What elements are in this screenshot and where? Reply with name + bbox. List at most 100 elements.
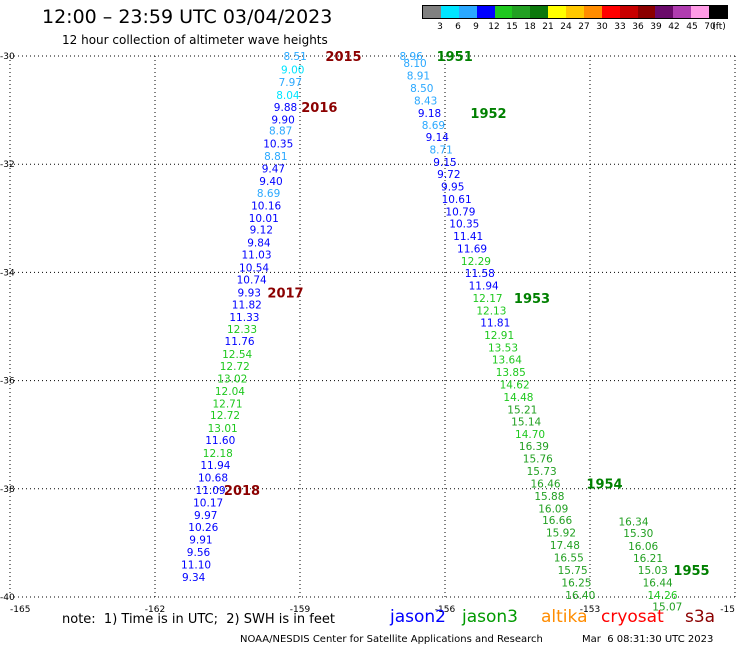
wave-height-label: 15.30 [623, 528, 653, 540]
wave-height-label: 9.47 [262, 164, 285, 176]
legend-item-altika: altika [541, 607, 588, 627]
wave-height-label: 12.91 [484, 330, 514, 342]
wave-height-label: 10.35 [263, 139, 293, 151]
wave-height-label: 16.09 [538, 503, 568, 515]
color-scale-label: 24 [560, 22, 572, 32]
wave-height-label: 12.72 [220, 361, 250, 373]
wave-height-label: 9.34 [182, 572, 206, 584]
wave-height-label: 15.92 [546, 528, 576, 540]
color-scale-label: 9 [473, 22, 479, 32]
color-scale-label: 27 [578, 22, 590, 32]
color-scale-swatch [440, 6, 459, 18]
y-tick-label: -40 [0, 593, 15, 603]
wave-height-label: 9.56 [187, 547, 211, 559]
pass-number-annotation: 1954 [586, 477, 622, 492]
wave-height-label: 12.13 [476, 305, 506, 317]
wave-height-label: 9.14 [426, 132, 450, 144]
color-scale-swatch [530, 6, 549, 18]
wave-height-label: 11.94 [200, 460, 230, 472]
credit-text: NOAA/NESDIS Center for Satellite Applica… [240, 634, 543, 645]
color-scale-swatch [458, 6, 477, 18]
y-tick-label: -38 [0, 485, 15, 495]
wave-height-label: 8.81 [264, 151, 287, 163]
wave-height-label: 11.94 [469, 280, 499, 292]
wave-height-label: 10.17 [193, 497, 223, 509]
wave-height-label: 8.91 [407, 70, 430, 82]
color-scale-swatch [423, 6, 441, 18]
wave-height-label: 15.21 [507, 404, 537, 416]
wave-height-label: 16.39 [519, 441, 549, 453]
wave-height-label: 9.18 [418, 108, 441, 120]
wave-height-label: 9.93 [238, 287, 261, 299]
color-scale-label: 21 [542, 22, 554, 32]
color-scale-swatch [476, 6, 495, 18]
wave-height-label: 8.96 [399, 51, 423, 63]
wave-height-label: 16.44 [643, 577, 673, 589]
wave-height-label: 16.25 [561, 577, 591, 589]
wave-height-label: 12.72 [210, 410, 240, 422]
wave-height-label: 10.26 [188, 522, 218, 534]
color-scale-labels: 3 6 9 12 15 18 21 24 27 30 33 36 39 42 45 70 (ft) [422, 22, 728, 34]
wave-height-label: 15.14 [511, 417, 541, 429]
x-tick-label: -15 [720, 605, 735, 615]
wave-height-label: 11.33 [229, 312, 259, 324]
legend-item-jason2: jason2 [390, 607, 446, 627]
chart-title: 12:00 – 23:59 UTC 03/04/2023 [42, 6, 333, 28]
wave-height-label: 11.58 [465, 268, 495, 280]
wave-height-label: 12.71 [212, 398, 242, 410]
wave-height-label: 8.50 [410, 83, 433, 95]
pass-number-annotation: 2016 [301, 101, 337, 116]
color-scale-label: (ft) [712, 22, 726, 32]
wave-height-label: 10.54 [239, 263, 269, 275]
wave-height-label: 15.73 [527, 466, 557, 478]
wave-height-label: 11.82 [232, 299, 262, 311]
wave-height-label: 11.60 [205, 435, 235, 447]
wave-height-label: 7.97 [279, 77, 302, 89]
wave-height-label: 11.41 [453, 231, 483, 243]
color-scale-label: 3 [437, 22, 443, 32]
y-tick-label: -32 [0, 160, 15, 170]
wave-height-label: 9.40 [259, 176, 282, 188]
wave-height-label: 12.04 [215, 386, 245, 398]
wave-height-label: 8.43 [414, 95, 437, 107]
wave-height-label: 8.71 [429, 145, 452, 157]
y-tick-label: -30 [0, 52, 15, 62]
wave-height-label: 9.00 [281, 65, 304, 77]
wave-height-label: 9.97 [194, 510, 217, 522]
wave-height-label: 11.76 [225, 336, 255, 348]
color-scale-label: 12 [488, 22, 500, 32]
wave-height-label: 16.34 [618, 516, 648, 528]
wave-height-label: 12.29 [461, 256, 491, 268]
wave-height-label: 11.69 [457, 244, 487, 256]
wave-height-label: 8.10 [403, 58, 426, 70]
color-scale-swatch [709, 6, 727, 18]
wave-height-label: 17.48 [550, 540, 580, 552]
wave-height-label: 13.53 [488, 343, 518, 355]
wave-height-label: 14.26 [647, 590, 677, 602]
wave-height-label: 12.54 [222, 349, 252, 361]
wave-height-label: 16.06 [628, 541, 658, 553]
color-scale-swatch [512, 6, 531, 18]
x-tick-label: -153 [580, 605, 600, 615]
wave-height-label: 14.62 [500, 379, 530, 391]
x-tick-label: -159 [290, 605, 311, 615]
generated-timestamp: Mar 6 08:31:30 UTC 2023 [582, 634, 714, 645]
wave-height-label: 8.69 [422, 120, 445, 132]
x-tick-label: -162 [145, 605, 165, 615]
wave-height-label: 9.95 [441, 181, 464, 193]
wave-height-label: 11.81 [480, 318, 510, 330]
wave-height-label: 15.76 [523, 454, 553, 466]
wave-height-label: 12.33 [227, 324, 257, 336]
color-scale-swatch [494, 6, 513, 18]
wave-height-label: 13.02 [217, 373, 247, 385]
wave-height-label: 10.68 [198, 472, 228, 484]
x-tick-label: -165 [10, 605, 30, 615]
legend-item-s3a: s3a [685, 607, 716, 627]
wave-height-label: 16.55 [554, 553, 584, 565]
wave-height-label: 13.85 [496, 367, 526, 379]
legend-item-cryosat: cryosat [601, 607, 664, 627]
wave-height-label: 10.01 [249, 213, 279, 225]
wave-height-label: 11.03 [241, 250, 271, 262]
color-scale-swatch [691, 6, 709, 18]
x-tick-label: -156 [435, 605, 456, 615]
